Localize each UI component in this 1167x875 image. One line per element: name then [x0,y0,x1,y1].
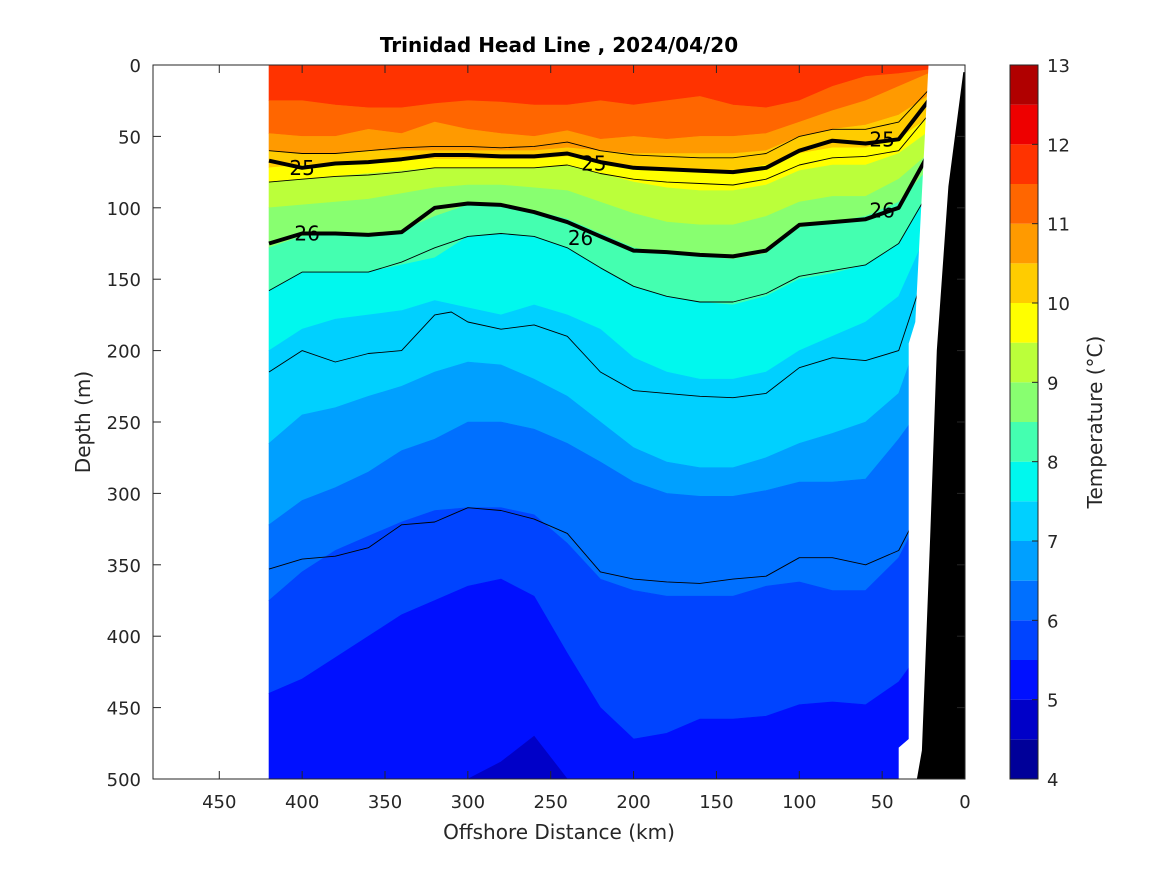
density-contour [268,110,933,186]
y-tick-label: 200 [107,342,141,363]
density-contour [268,486,933,584]
colorbar-tick-label: 10 [1047,294,1070,315]
y-tick-label: 350 [107,556,141,577]
x-tick-label: 50 [871,792,894,813]
contour-label-layer: 25 25 25 26 26 26 [289,127,894,250]
x-tick-label: 400 [285,792,319,813]
y-tick-label: 250 [107,413,141,434]
colorbar-tick-label: 9 [1047,373,1058,394]
x-tick-label: 300 [451,792,485,813]
colorbar-tick-label: 12 [1047,135,1070,156]
seafloor [916,72,965,779]
colorbar-swatch [1010,342,1038,383]
contour-label: 26 [568,226,593,250]
colorbar-swatch [1010,382,1038,422]
colorbar-swatch [1010,144,1038,184]
x-tick-label: 100 [782,792,816,813]
contour-label: 25 [581,152,606,176]
colorbar-tick-label: 4 [1047,770,1058,791]
colorbar-tick-label: 8 [1047,453,1058,474]
x-tick-label: 250 [534,792,568,813]
y-tick-label: 100 [107,199,141,220]
y-axis-title: Depth (m) [71,371,95,473]
x-axis-title: Offshore Distance (km) [443,820,675,844]
colorbar-label: Temperature (°C) [1083,336,1107,510]
plot-area [268,65,965,779]
y-tick-label: 300 [107,484,141,505]
colorbar-tick-label: 7 [1047,532,1058,553]
contour-label: 26 [869,199,894,223]
colorbar-swatch [1010,422,1038,462]
chart-title: Trinidad Head Line , 2024/04/20 [380,33,738,57]
colorbar-swatch [1010,303,1038,343]
density-contour [268,186,933,303]
temperature-band [269,735,932,779]
colorbar-tick-label: 11 [1047,215,1070,236]
y-tick-label: 500 [107,770,141,791]
colorbar-swatch [1010,580,1038,621]
colorbar-swatch [1010,65,1038,105]
colorbar-swatch [1010,739,1038,779]
colorbar-swatch [1010,620,1038,660]
y-tick-label: 450 [107,699,141,720]
x-tick-label: 0 [959,792,970,813]
y-tick-label: 400 [107,627,141,648]
contour-label: 26 [294,222,319,246]
x-tick-label: 200 [616,792,650,813]
y-tick-label: 50 [118,127,141,148]
contour-label: 25 [289,156,314,180]
colorbar-ticks: 4 5 6 7 8 9 10 11 12 13 [1032,56,1070,791]
colorbar-swatch [1010,660,1038,700]
colorbar-swatches [1010,65,1038,779]
contour-label: 25 [869,127,894,151]
colorbar-swatch [1010,263,1038,303]
bathymetry-layer [898,65,965,779]
colorbar-swatch [1010,699,1038,740]
colorbar-swatch [1010,461,1038,502]
x-tick-label: 350 [368,792,402,813]
y-tick-label: 0 [130,56,141,77]
colorbar-tick-label: 5 [1047,691,1058,712]
colorbar-tick-label: 13 [1047,56,1070,77]
colorbar-swatch [1010,541,1038,581]
y-axis: 0 50 100 150 200 250 300 350 400 450 500 [107,56,965,791]
colorbar-tick-label: 6 [1047,611,1058,632]
colorbar-frame [1009,64,1039,780]
temperature-band [268,578,933,779]
x-tick-label: 150 [699,792,733,813]
y-tick-label: 150 [107,270,141,291]
density-contour [268,250,933,399]
x-axis: 450 400 350 300 250 200 150 100 50 0 [202,65,971,813]
colorbar-swatch [1010,223,1038,264]
colorbar-swatch [1010,104,1038,145]
density-contour [268,86,933,159]
x-tick-label: 450 [202,792,236,813]
density-contour-layer [268,86,934,584]
density-contour-bold [268,95,934,175]
colorbar-swatch [1010,184,1038,224]
density-contour-bold [268,146,934,259]
colorbar-swatch [1010,501,1038,541]
colorbar: 4 5 6 7 8 9 10 11 12 13 Temperature (°C) [1009,56,1107,791]
